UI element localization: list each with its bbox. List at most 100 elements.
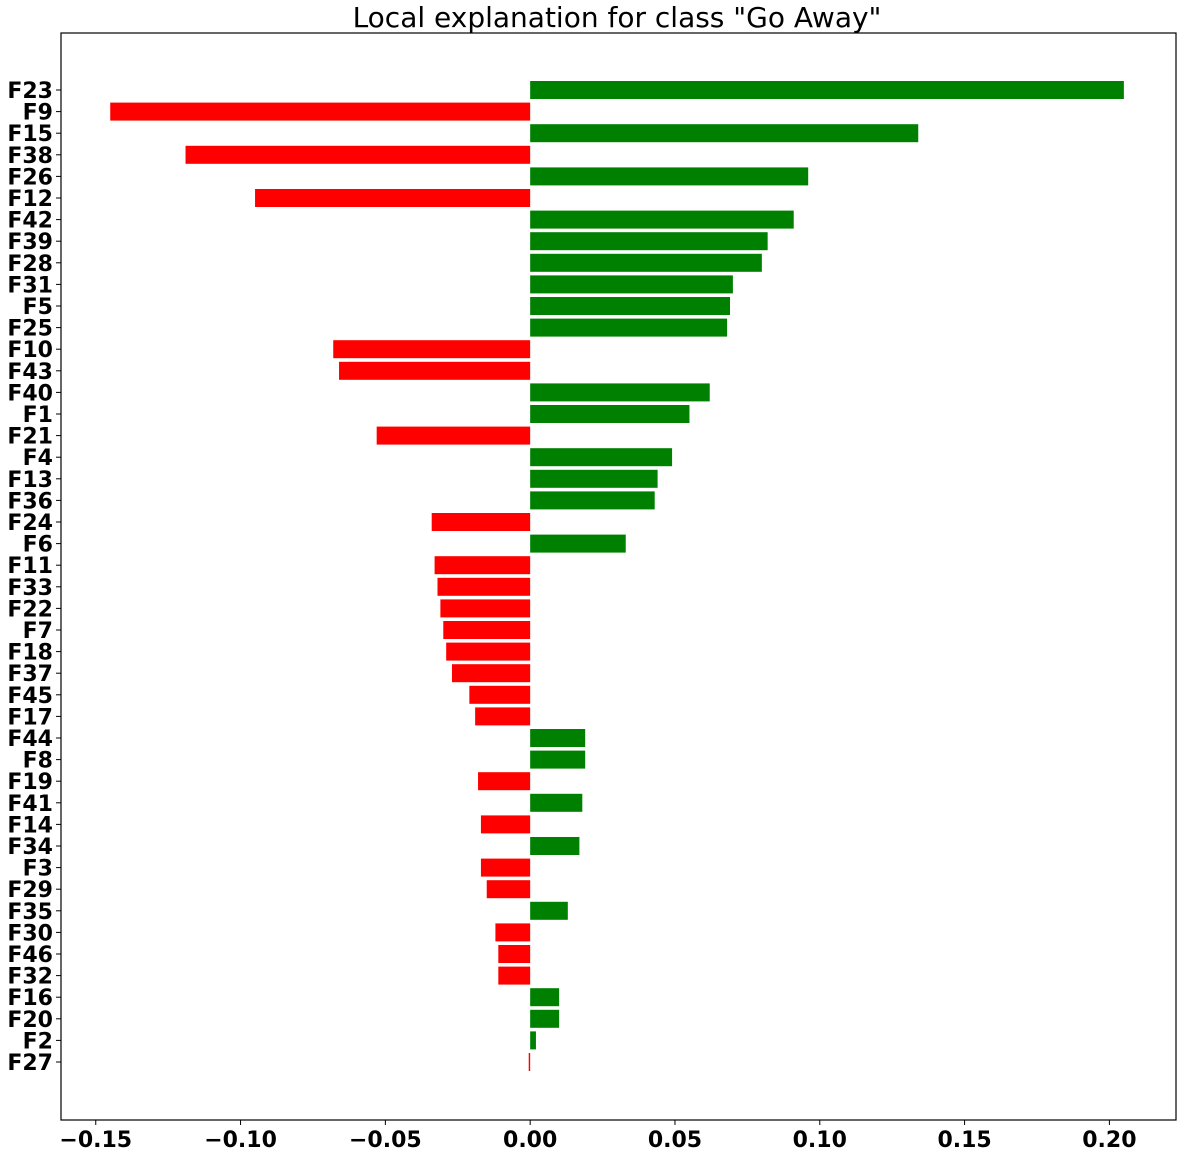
bar-f24: [431, 513, 531, 531]
y-tick-label: F42: [7, 209, 53, 234]
bar-f36: [530, 491, 655, 510]
y-tick-label: F41: [7, 792, 53, 817]
y-tick-label: F21: [7, 425, 53, 450]
bar-f14: [480, 815, 531, 834]
bar-f22: [440, 599, 531, 618]
y-tick-label: F10: [7, 338, 53, 363]
bar-f31: [530, 275, 733, 294]
y-tick-label: F22: [7, 597, 53, 622]
bar-f29: [486, 880, 531, 899]
bar-f44: [530, 729, 586, 747]
y-tick-label: F8: [23, 749, 53, 774]
y-tick-label: F29: [7, 878, 53, 903]
bar-f9: [110, 102, 531, 121]
y-tick-label: F23: [7, 79, 53, 104]
y-tick-label: F12: [7, 187, 53, 212]
bar-f16: [530, 988, 560, 1007]
y-tick-label: F45: [7, 684, 53, 709]
y-tick-label: F36: [7, 489, 53, 514]
y-tick-label: F33: [7, 576, 53, 601]
y-tick-label: F1: [23, 403, 53, 428]
y-tick-label: F31: [7, 273, 53, 298]
y-tick-label: F28: [7, 252, 53, 277]
x-tick-label: 0.15: [937, 1128, 991, 1153]
bar-f12: [255, 189, 531, 207]
bar-f42: [530, 210, 794, 229]
y-tick-label: F17: [7, 705, 53, 730]
y-tick-label: F25: [7, 317, 53, 342]
bar-f30: [495, 923, 531, 942]
bar-f3: [480, 858, 531, 877]
y-tick-label: F46: [7, 943, 53, 968]
bar-f1: [530, 405, 690, 423]
bar-f23: [530, 81, 1124, 99]
y-tick-label: F37: [7, 662, 53, 687]
y-tick-label: F3: [23, 857, 53, 882]
y-tick-label: F43: [7, 360, 53, 385]
y-tick-label: F6: [23, 533, 53, 558]
x-tick-label: −0.05: [349, 1128, 422, 1153]
x-tick-label: 0.05: [648, 1128, 702, 1153]
y-axis-ticks: F23F9F15F38F26F12F42F39F28F31F5F25F10F43…: [7, 79, 61, 1076]
bars-layer: [110, 81, 1124, 1071]
y-tick-label: F19: [7, 770, 53, 795]
plot-frame: [60, 32, 1177, 1121]
y-tick-label: F20: [7, 1008, 53, 1033]
y-tick-label: F39: [7, 230, 53, 255]
bar-f45: [469, 685, 531, 704]
y-tick-label: F13: [7, 468, 53, 493]
bar-f8: [530, 750, 586, 769]
bar-f11: [434, 556, 531, 575]
y-tick-label: F16: [7, 986, 53, 1011]
x-tick-label: 0.10: [793, 1128, 847, 1153]
bar-f18: [446, 642, 531, 661]
y-tick-label: F24: [7, 511, 53, 536]
bar-f35: [530, 901, 568, 920]
y-tick-label: F34: [7, 835, 53, 860]
bar-f17: [475, 707, 531, 726]
bar-f26: [530, 167, 809, 186]
y-tick-label: F2: [23, 1029, 53, 1054]
bar-f32: [498, 966, 531, 985]
bar-f43: [339, 361, 531, 380]
bar-f6: [530, 534, 626, 553]
y-tick-label: F32: [7, 965, 53, 990]
y-tick-label: F30: [7, 921, 53, 946]
y-tick-label: F4: [23, 446, 53, 471]
bar-f27: [528, 1053, 531, 1071]
y-tick-label: F5: [23, 295, 53, 320]
bar-f20: [530, 1009, 560, 1028]
y-tick-label: F26: [7, 165, 53, 190]
bar-f7: [443, 621, 531, 639]
y-tick-label: F35: [7, 900, 53, 925]
bar-f2: [530, 1031, 536, 1050]
bar-f25: [530, 318, 728, 337]
bar-f40: [530, 383, 710, 402]
x-tick-label: −0.10: [204, 1128, 277, 1153]
bar-f28: [530, 253, 762, 272]
bar-f21: [376, 426, 531, 445]
bar-f39: [530, 232, 768, 251]
bar-f46: [498, 945, 531, 963]
x-axis-ticks: −0.15 −0.10 −0.05 0.00 0.05 0.10 0.15 0.20: [59, 1120, 1137, 1153]
bar-f4: [530, 448, 673, 467]
y-tick-label: F7: [23, 619, 53, 644]
bar-f38: [185, 145, 531, 164]
y-tick-label: F18: [7, 641, 53, 666]
chart-title: Local explanation for class "Go Away": [353, 1, 882, 34]
y-tick-label: F38: [7, 144, 53, 169]
y-tick-label: F14: [7, 813, 53, 838]
x-tick-label: 0.00: [503, 1128, 557, 1153]
y-tick-label: F9: [23, 101, 53, 126]
y-tick-label: F15: [7, 122, 53, 147]
x-tick-label: −0.15: [59, 1128, 132, 1153]
y-tick-label: F44: [7, 727, 53, 752]
y-tick-label: F27: [7, 1051, 53, 1076]
y-tick-label: F40: [7, 381, 53, 406]
bar-f15: [530, 124, 919, 143]
bar-f33: [437, 577, 531, 596]
bar-f34: [530, 837, 580, 855]
x-tick-label: 0.20: [1082, 1128, 1136, 1153]
